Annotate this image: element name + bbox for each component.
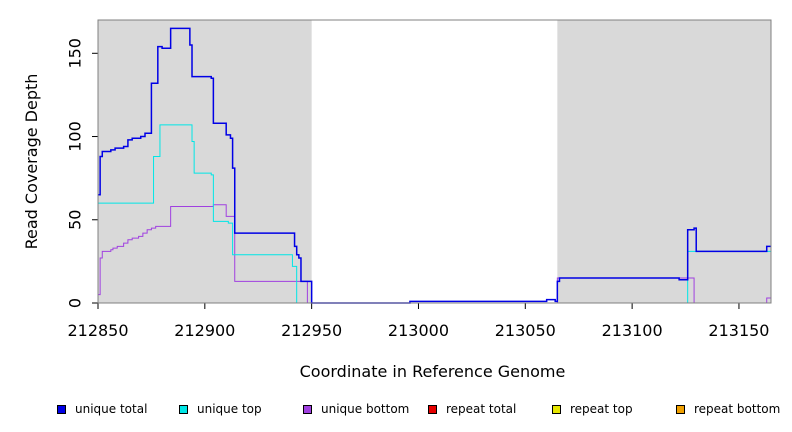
legend-swatch [303, 404, 312, 414]
shaded-regions [98, 20, 771, 303]
legend-label: repeat bottom [694, 402, 781, 416]
shaded-region-0 [98, 20, 312, 303]
x-axis-title: Coordinate in Reference Genome [300, 362, 566, 381]
legend-item: unique total [57, 400, 147, 418]
plot-frame [97, 19, 772, 304]
y-tick-label: 100 [66, 121, 85, 152]
series-line-unique-top [98, 124, 771, 304]
x-tick-label: 212950 [281, 321, 342, 340]
x-tick-label: 212900 [174, 321, 235, 340]
x-tick-label: 212850 [67, 321, 128, 340]
legend-label: repeat total [446, 402, 517, 416]
x-tick-label: 213100 [602, 321, 663, 340]
x-tick-label: 213050 [495, 321, 556, 340]
legend-label: repeat top [570, 402, 633, 416]
legend-label: unique bottom [321, 402, 410, 416]
legend-label: unique top [197, 402, 262, 416]
legend-item: repeat top [552, 400, 633, 418]
x-tick-label: 213150 [708, 321, 769, 340]
series-line-unique-bottom [98, 204, 771, 304]
legend-swatch [57, 404, 66, 414]
x-tick-label: 213000 [388, 321, 449, 340]
coverage-chart: 212850 212900 212950 213000 213050 213100 2131… [22, 19, 772, 381]
y-axis-title: Read Coverage Depth [22, 74, 41, 250]
y-tick-label: 150 [66, 38, 85, 69]
legend-item: unique top [179, 400, 262, 418]
shaded-region-1 [557, 20, 771, 303]
legend-swatch [552, 404, 561, 414]
y-axis: 0 50 100 150 [66, 38, 98, 308]
legend-swatch [179, 404, 188, 414]
y-tick-label: 0 [66, 298, 85, 308]
legend-item: repeat total [428, 400, 516, 418]
legend: unique total unique top unique bottom repea… [0, 400, 792, 418]
legend-item: unique bottom [303, 400, 409, 418]
legend-item: repeat bottom [676, 400, 780, 418]
y-tick-label: 50 [66, 210, 85, 230]
series-line-unique-total [98, 27, 771, 304]
x-axis: 212850 212900 212950 213000 213050 213100 2131… [67, 303, 769, 340]
legend-swatch [676, 404, 685, 414]
legend-label: unique total [75, 402, 148, 416]
legend-swatch [428, 404, 437, 414]
